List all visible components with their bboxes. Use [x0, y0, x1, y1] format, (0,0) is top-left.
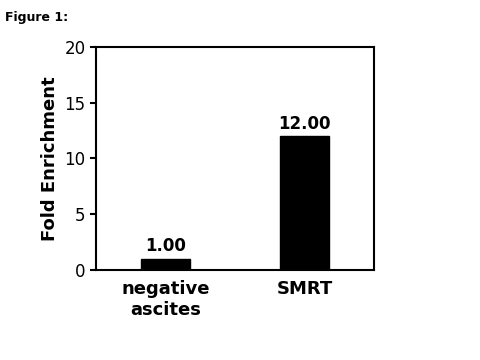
Text: 1.00: 1.00	[145, 238, 186, 256]
Bar	[141, 259, 190, 270]
Text: Figure 1:: Figure 1:	[5, 11, 68, 24]
Y-axis label: Fold Enrichment: Fold Enrichment	[41, 76, 59, 241]
Text: 12.00: 12.00	[278, 115, 331, 133]
Bar	[280, 136, 329, 270]
